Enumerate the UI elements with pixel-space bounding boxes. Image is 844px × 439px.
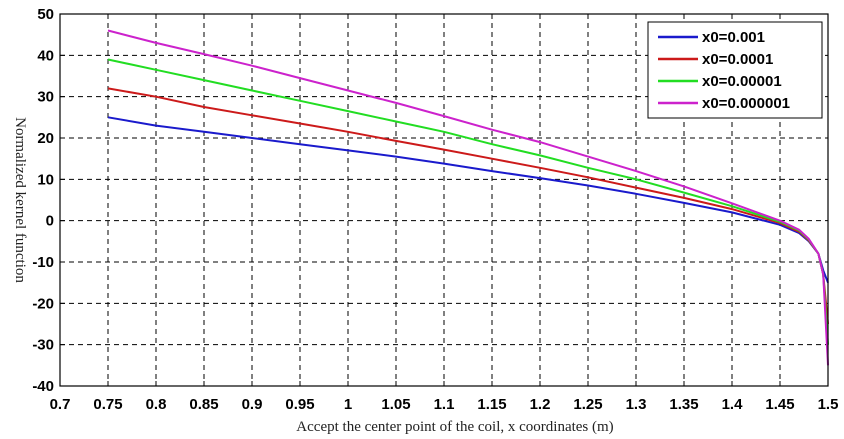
- y-tick-label: 50: [37, 6, 54, 23]
- legend-label-1: x0=0.001: [702, 29, 765, 46]
- x-tick-label: 0.7: [50, 396, 71, 413]
- legend: x0=0.001 x0=0.0001 x0=0.00001 x0=0.000001: [647, 21, 823, 119]
- legend-label-2: x0=0.0001: [702, 51, 773, 68]
- x-axis-label: Accept the center point of the coil, x c…: [296, 419, 613, 435]
- x-tick-label: 1.25: [573, 396, 602, 413]
- x-tick-label: 1.5: [818, 396, 839, 413]
- x-tick-label: 0.75: [93, 396, 122, 413]
- x-tick-label: 1.3: [626, 396, 647, 413]
- y-tick-label: 40: [37, 47, 54, 64]
- x-tick-label: 0.85: [189, 396, 218, 413]
- y-tick-label: -30: [32, 337, 54, 354]
- x-tick-label: 0.95: [285, 396, 314, 413]
- series-lines: [107, 29, 829, 366]
- x-tick-label: 1.15: [477, 396, 506, 413]
- y-tick-label: 10: [37, 171, 54, 188]
- x-tick-label: 0.8: [146, 396, 167, 413]
- x-tick-label: 1.45: [765, 396, 794, 413]
- legend-label-4: x0=0.000001: [702, 95, 790, 112]
- y-tick-label: -10: [32, 254, 54, 271]
- y-tick-label: -40: [32, 378, 54, 395]
- x-tick-label: 0.9: [242, 396, 263, 413]
- x-tick-label: 1.05: [381, 396, 410, 413]
- y-tick-label: 30: [37, 89, 54, 106]
- y-axis-label: Normalized kernel function: [12, 117, 28, 283]
- x-tick-label: 1.2: [530, 396, 551, 413]
- y-tick-label: -20: [32, 295, 54, 312]
- x-tick-labels: 0.7 0.75 0.8 0.85 0.9 0.95 1 1.05 1.1 1.15 1.2 1.25…: [50, 396, 839, 413]
- y-tick-label: 20: [37, 130, 54, 147]
- x-tick-label: 1.1: [434, 396, 455, 413]
- y-tick-label: 0: [46, 213, 54, 230]
- grid-lines: [59, 13, 829, 387]
- x-tick-label: 1: [344, 396, 352, 413]
- legend-label-3: x0=0.00001: [702, 73, 782, 90]
- x-tick-label: 1.35: [669, 396, 698, 413]
- series-line-4: [107, 29, 829, 366]
- x-tick-label: 1.4: [722, 396, 744, 413]
- y-tick-labels: 50 40 30 20 10 0 -10 -20 -30 -40: [32, 6, 54, 395]
- plot-frame: [59, 13, 829, 387]
